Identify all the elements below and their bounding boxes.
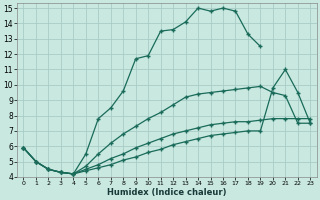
X-axis label: Humidex (Indice chaleur): Humidex (Indice chaleur) xyxy=(107,188,227,197)
